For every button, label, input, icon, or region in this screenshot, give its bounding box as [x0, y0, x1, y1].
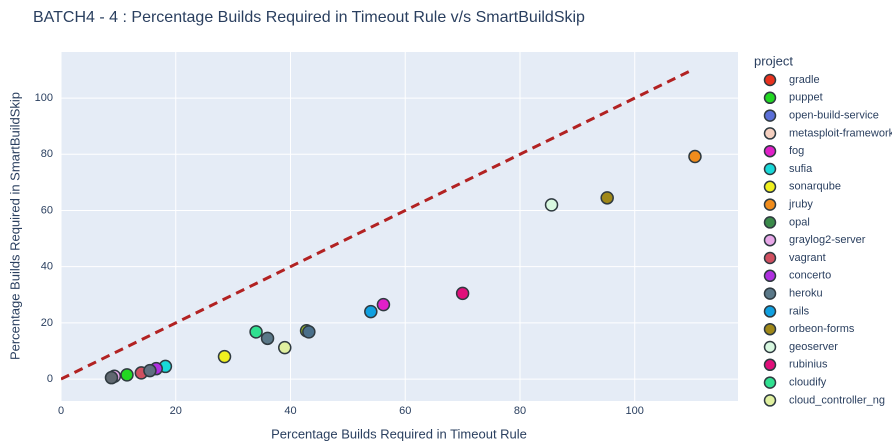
legend-label: cloud_controller_ng — [789, 394, 885, 406]
y-tick-label: 80 — [41, 148, 53, 160]
legend-marker — [763, 127, 777, 140]
y-tick-label: 0 — [47, 373, 53, 385]
y-axis-title: Percentage Builds Required in SmartBuild… — [7, 92, 22, 360]
point — [376, 297, 391, 312]
legend-marker — [763, 216, 777, 229]
legend-label: gradle — [789, 74, 820, 86]
legend-marker — [763, 73, 777, 87]
legend-title: project — [754, 53, 793, 68]
point — [544, 198, 559, 212]
legend-label: metasploit-framework — [789, 127, 892, 139]
legend-label: open-build-service — [789, 110, 879, 122]
legend-label: sufia — [789, 163, 813, 175]
legend-marker — [763, 394, 777, 407]
legend-marker — [763, 144, 777, 158]
point — [260, 331, 275, 346]
legend-marker — [763, 269, 777, 283]
legend-marker — [763, 287, 777, 300]
legend-marker — [763, 109, 777, 122]
legend-label: orbeon-forms — [789, 323, 855, 335]
legend-label: rubinius — [789, 359, 828, 371]
y-tick-label: 40 — [41, 261, 53, 273]
plot-area — [61, 68, 702, 385]
legend-marker — [763, 251, 777, 265]
x-tick-label: 0 — [58, 405, 64, 417]
legend-label: sonarqube — [789, 181, 841, 193]
legend-marker — [763, 358, 777, 372]
legend-label: puppet — [789, 92, 823, 104]
x-tick-label: 80 — [514, 405, 526, 417]
legend-label: graylog2-server — [789, 234, 866, 246]
x-tick-label: 100 — [626, 405, 644, 417]
point — [217, 349, 232, 364]
point — [688, 149, 702, 164]
x-axis-title: Percentage Builds Required in Timeout Ru… — [271, 426, 527, 441]
legend-label: fog — [789, 145, 804, 157]
point — [249, 325, 263, 339]
legend-label: cloudify — [789, 377, 827, 389]
point — [104, 370, 119, 385]
legend-label: jruby — [788, 199, 813, 211]
legend-marker — [763, 322, 777, 336]
y-tick-label: 20 — [41, 317, 53, 329]
x-tick-label: 60 — [399, 405, 411, 417]
x-tick-label: 40 — [284, 405, 296, 417]
legend-label: heroku — [789, 288, 823, 300]
point — [364, 304, 378, 319]
point — [120, 368, 134, 382]
chart-title: BATCH4 - 4 : Percentage Builds Required … — [33, 9, 585, 26]
x-tick-label: 20 — [170, 405, 182, 417]
point — [302, 325, 316, 339]
legend-label: rails — [789, 305, 810, 317]
legend-marker — [763, 162, 777, 176]
reference-line — [61, 68, 693, 381]
point — [455, 286, 470, 301]
legend-marker — [763, 198, 777, 211]
legend-label: vagrant — [789, 252, 826, 264]
legend-label: concerto — [789, 270, 831, 282]
point — [600, 191, 614, 205]
point — [278, 340, 292, 355]
legend-label: opal — [789, 216, 810, 228]
legend-marker — [763, 91, 777, 105]
y-tick-label: 60 — [41, 204, 53, 216]
plot-background — [61, 52, 738, 401]
legend-marker — [763, 376, 777, 389]
legend-marker — [763, 180, 777, 194]
legend-marker — [763, 305, 777, 318]
legend-label: geoserver — [789, 341, 838, 353]
point — [143, 363, 157, 378]
legend-marker — [763, 340, 777, 354]
y-tick-label: 100 — [35, 92, 53, 104]
legend-marker — [763, 233, 777, 247]
